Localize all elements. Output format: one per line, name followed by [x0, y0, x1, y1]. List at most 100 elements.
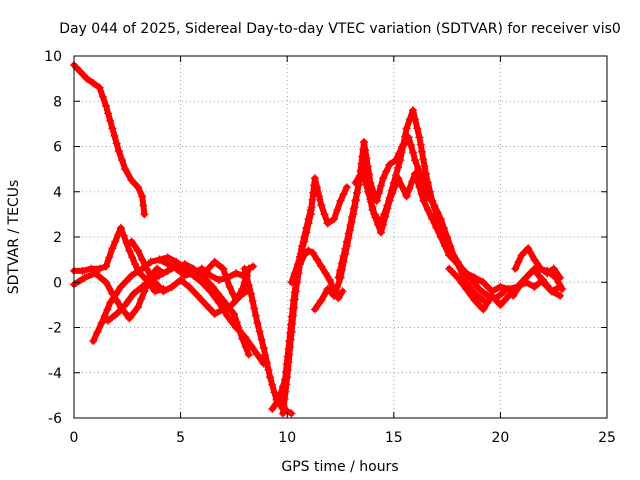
data-point: [383, 204, 392, 213]
data-point: [419, 196, 428, 205]
y-tick-label: 8: [53, 94, 62, 110]
data-point: [496, 300, 505, 309]
data-point: [146, 257, 155, 266]
data-point: [415, 183, 424, 192]
data-point: [163, 260, 172, 269]
data-point: [517, 251, 526, 260]
data-point: [134, 303, 142, 312]
data-point: [417, 147, 426, 156]
data-point: [339, 190, 348, 198]
data-series: [70, 61, 567, 418]
chart-title: Day 044 of 2025, Sidereal Day-to-day VTE…: [59, 21, 621, 37]
data-point: [125, 314, 134, 323]
data-point: [368, 205, 377, 214]
data-point: [180, 264, 189, 273]
data-point: [119, 231, 128, 240]
data-point: [348, 213, 356, 222]
data-point: [114, 230, 123, 239]
data-point: [168, 282, 177, 291]
data-point: [259, 343, 268, 352]
data-point: [353, 188, 361, 197]
data-point: [323, 219, 332, 228]
data-point: [333, 205, 342, 214]
data-point: [470, 273, 479, 282]
data-point: [423, 178, 432, 187]
data-point: [530, 255, 539, 264]
data-point: [127, 176, 136, 185]
data-point: [238, 285, 247, 293]
data-point: [108, 124, 117, 133]
series-arc-13: [310, 133, 509, 314]
data-point: [288, 319, 297, 328]
axis-ticks: [73, 55, 608, 419]
y-tick-label: 4: [53, 185, 62, 201]
data-point: [102, 262, 110, 271]
data-point: [78, 266, 87, 275]
data-point: [248, 296, 257, 305]
data-point: [281, 387, 290, 396]
data-point: [104, 109, 113, 118]
data-point: [432, 210, 441, 219]
data-point: [114, 147, 123, 155]
series-arc-15: [351, 165, 565, 300]
data-point: [206, 271, 215, 280]
data-point: [365, 189, 374, 198]
data-point: [278, 409, 287, 418]
data-point: [89, 79, 98, 88]
data-point: [286, 335, 295, 344]
data-point: [251, 311, 260, 320]
data-point: [547, 287, 556, 296]
data-point: [402, 124, 411, 133]
data-point: [551, 273, 560, 282]
data-point: [391, 181, 400, 190]
data-point: [129, 308, 138, 317]
data-point: [232, 323, 240, 332]
data-point: [228, 289, 237, 298]
data-point: [240, 332, 249, 341]
data-point: [414, 165, 423, 174]
data-point: [361, 173, 370, 182]
data-point: [266, 373, 275, 382]
data-point: [268, 380, 277, 389]
series-arc-7: [155, 253, 268, 368]
data-point: [232, 269, 240, 278]
data-point: [102, 278, 110, 287]
data-point: [342, 237, 351, 246]
data-point: [372, 196, 381, 205]
data-point: [342, 183, 351, 192]
data-point: [128, 253, 137, 262]
data-point: [346, 221, 355, 230]
data-point: [127, 237, 136, 246]
data-point: [227, 300, 236, 309]
data-point: [105, 253, 114, 262]
data-point: [421, 169, 430, 178]
y-tick-label: 10: [44, 49, 62, 65]
data-point: [382, 167, 391, 176]
data-point: [363, 181, 372, 190]
data-point: [268, 404, 277, 413]
data-point: [349, 204, 358, 213]
data-point: [483, 298, 492, 307]
data-point: [321, 269, 330, 278]
series-arc-12: [287, 174, 351, 287]
data-point: [307, 203, 316, 212]
data-point: [102, 101, 110, 110]
series-line: [71, 62, 148, 218]
data-point: [416, 140, 425, 149]
data-point: [163, 253, 172, 262]
data-point: [355, 171, 364, 180]
data-point: [428, 214, 437, 223]
data-point: [215, 276, 223, 284]
grid: [74, 56, 607, 418]
data-point: [97, 319, 106, 327]
data-point: [137, 295, 146, 304]
data-point: [121, 308, 130, 317]
data-point: [110, 131, 119, 140]
data-point: [402, 192, 411, 201]
data-point: [129, 289, 138, 298]
data-point: [89, 337, 98, 346]
data-point: [138, 192, 147, 201]
data-point: [247, 341, 255, 350]
data-point: [379, 174, 388, 183]
data-point: [388, 189, 397, 198]
